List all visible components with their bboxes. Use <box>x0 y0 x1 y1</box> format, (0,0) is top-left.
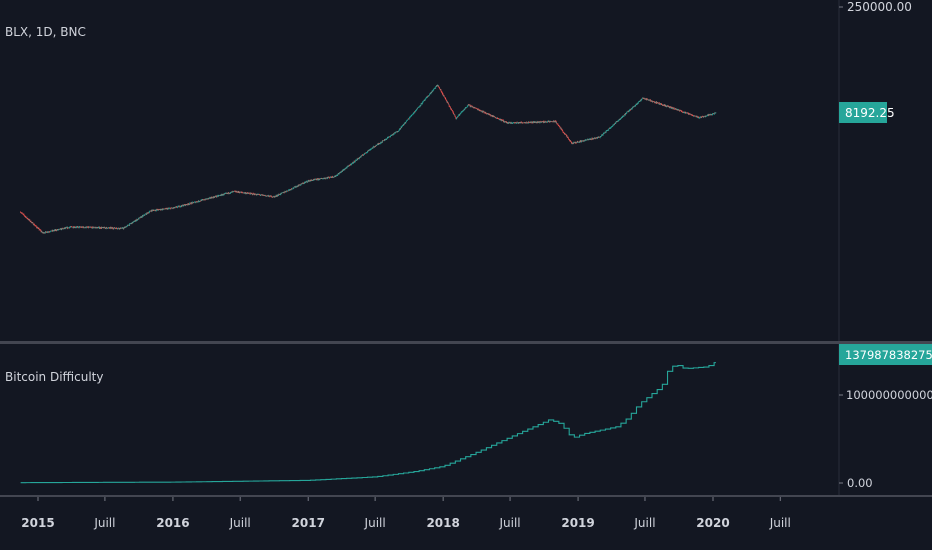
time-tick-label: Juill <box>93 516 115 530</box>
indicator-scale[interactable]: 13798783827500.00 10000000000000.00 0.00 <box>838 344 932 495</box>
difficulty-tick-label: 10000000000000.00 <box>846 388 932 402</box>
time-tick-label: Juill <box>364 516 386 530</box>
time-tick-label: 2019 <box>561 516 594 530</box>
time-tick-label: 2018 <box>426 516 459 530</box>
last-difficulty-badge <box>839 344 932 365</box>
indicator-title: Bitcoin Difficulty <box>5 370 103 384</box>
time-axis[interactable]: 2015 Juill 2016 Juill 2017 Juill 2018 Juill 2019… <box>21 497 791 530</box>
price-tick-label: 250000.00 <box>847 0 912 14</box>
difficulty-tick-label: 0.00 <box>847 476 873 490</box>
time-tick-label: Juill <box>498 516 520 530</box>
time-tick-label: 2020 <box>696 516 729 530</box>
time-axis-separator <box>0 495 932 497</box>
time-tick-label: 2016 <box>156 516 189 530</box>
pane-separator[interactable] <box>0 341 932 344</box>
indicator-pane[interactable]: Bitcoin Difficulty <box>5 362 716 484</box>
time-tick-label: Juill <box>769 516 791 530</box>
time-tick-label: Juill <box>229 516 251 530</box>
price-scale[interactable]: 250000.00 8192.25 <box>838 0 912 342</box>
difficulty-line <box>20 362 716 484</box>
price-pane-title: BLX, 1D, BNC <box>5 25 86 39</box>
price-candles <box>20 84 717 234</box>
last-price-badge <box>839 102 887 123</box>
time-tick-label: Juill <box>633 516 655 530</box>
time-tick-label: 2015 <box>21 516 54 530</box>
last-price-label: 8192.25 <box>845 106 895 120</box>
last-difficulty-label: 13798783827500.00 <box>845 348 932 362</box>
time-tick-label: 2017 <box>292 516 325 530</box>
price-pane[interactable]: BLX, 1D, BNC <box>5 25 717 234</box>
